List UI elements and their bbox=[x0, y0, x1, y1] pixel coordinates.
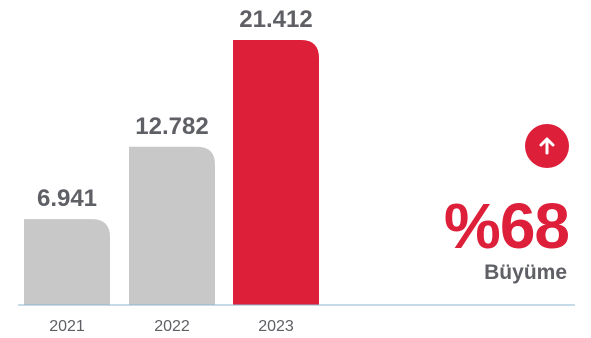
growth-label: Büyüme bbox=[484, 261, 567, 284]
value-label-2021: 6.941 bbox=[37, 185, 97, 212]
bar-2022 bbox=[129, 146, 215, 305]
bar-2021 bbox=[24, 219, 110, 305]
value-label-2023: 21.412 bbox=[239, 6, 312, 33]
bar-2023 bbox=[233, 40, 319, 305]
growth-percentage: %68 bbox=[443, 190, 570, 262]
category-label-2022: 2022 bbox=[154, 318, 190, 335]
growth-summary: %68 Büyüme bbox=[379, 124, 570, 304]
category-label-2023: 2023 bbox=[258, 318, 294, 335]
arrow-up-icon bbox=[525, 124, 569, 168]
value-label-2022: 12.782 bbox=[135, 113, 208, 140]
category-label-2021: 2021 bbox=[49, 318, 85, 335]
